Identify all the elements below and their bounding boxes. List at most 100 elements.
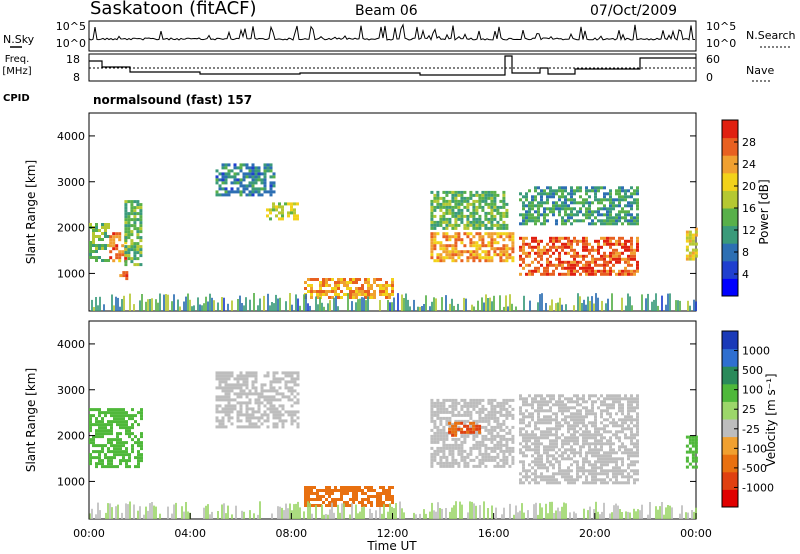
heatmap-cell <box>636 448 639 452</box>
heatmap-cell <box>522 460 525 464</box>
heatmap-cell <box>442 404 446 408</box>
heatmap-cell <box>496 253 500 257</box>
heatmap-cell <box>585 454 588 458</box>
heatmap-cell <box>481 407 485 411</box>
heatmap-cell <box>609 207 612 211</box>
heatmap-cell <box>215 190 219 194</box>
heatmap-cell <box>370 293 373 296</box>
ground-scatter-cell <box>575 513 577 519</box>
heatmap-cell <box>239 389 243 393</box>
heatmap-cell <box>346 281 349 284</box>
heatmap-cell <box>272 377 276 381</box>
colorbar-tick-label: 25 <box>742 403 756 416</box>
heatmap-cell <box>549 463 552 467</box>
heatmap-cell <box>445 419 449 423</box>
ground-scatter-cell <box>289 503 291 519</box>
heatmap-cell <box>579 466 582 470</box>
heatmap-cell <box>621 186 624 190</box>
heatmap-cell <box>442 428 446 432</box>
heatmap-cell <box>260 413 264 417</box>
heatmap-cell <box>484 199 488 203</box>
heatmap-cell <box>112 238 116 242</box>
heatmap-cell <box>600 469 603 473</box>
heatmap-cell <box>472 199 476 203</box>
heatmap-cell <box>609 448 612 452</box>
heatmap-cell <box>627 481 630 485</box>
heatmap-cell <box>254 416 258 420</box>
heatmap-cell <box>136 212 140 216</box>
ground-scatter-cell <box>695 301 697 311</box>
heatmap-cell <box>281 211 284 215</box>
heatmap-cell <box>130 218 134 222</box>
heatmap-cell <box>609 403 612 407</box>
heatmap-cell <box>133 242 137 246</box>
heatmap-cell <box>534 451 537 455</box>
heatmap-cell <box>502 407 506 411</box>
heatmap-cell <box>499 440 503 444</box>
heatmap-cell <box>555 412 558 416</box>
heatmap-cell <box>694 465 698 469</box>
heatmap-cell <box>579 397 582 401</box>
heatmap-cell <box>555 204 558 208</box>
ground-scatter-cell <box>121 512 123 519</box>
heatmap-cell <box>603 403 606 407</box>
heatmap-cell <box>624 445 627 449</box>
heatmap-cell <box>484 449 488 453</box>
heatmap-cell <box>475 424 479 428</box>
heatmap-cell <box>621 463 624 467</box>
heatmap-cell <box>260 178 264 182</box>
heatmap-cell <box>130 212 134 216</box>
heatmap-cell <box>481 244 485 248</box>
heatmap-cell <box>511 413 515 417</box>
heatmap-cell <box>475 455 479 459</box>
heatmap-cell <box>433 404 437 408</box>
heatmap-cell <box>603 427 606 431</box>
heatmap-cell <box>552 394 555 398</box>
ground-scatter-cell <box>179 306 181 311</box>
heatmap-cell <box>490 205 494 209</box>
ground-scatter-cell <box>387 300 389 311</box>
heatmap-cell <box>98 244 101 247</box>
heatmap-cell <box>454 253 458 257</box>
heatmap-cell <box>543 415 546 419</box>
heatmap-cell <box>257 172 261 176</box>
heatmap-cell <box>627 415 630 419</box>
heatmap-cell <box>460 446 464 450</box>
heatmap-cell <box>475 446 479 450</box>
heatmap-cell <box>391 287 394 290</box>
heatmap-cell <box>430 428 434 432</box>
ground-scatter-cell <box>577 293 579 311</box>
heatmap-cell <box>493 398 497 402</box>
heatmap-cell <box>133 218 137 222</box>
heatmap-cell <box>564 472 567 476</box>
heatmap-cell <box>594 186 597 190</box>
heatmap-cell <box>502 226 506 230</box>
heatmap-cell <box>591 481 594 485</box>
heatmap-cell <box>364 290 367 293</box>
heatmap-cell <box>481 190 485 194</box>
heatmap-cell <box>573 236 576 240</box>
heatmap-cell <box>263 181 267 185</box>
heatmap-cell <box>561 406 564 410</box>
heatmap-cell <box>585 451 588 455</box>
heatmap-cell <box>472 244 476 248</box>
heatmap-cell <box>89 417 92 421</box>
heatmap-cell <box>361 498 364 501</box>
ground-scatter-cell <box>321 504 323 519</box>
heatmap-cell <box>233 163 237 167</box>
heatmap-cell <box>457 199 461 203</box>
heatmap-cell <box>502 214 506 218</box>
heatmap-cell <box>537 251 540 255</box>
heatmap-cell <box>636 460 639 464</box>
heatmap-cell <box>496 434 500 438</box>
heatmap-cell <box>633 460 636 464</box>
heatmap-cell <box>627 248 630 252</box>
heatmap-cell <box>454 433 458 437</box>
heatmap-cell <box>618 213 621 217</box>
heatmap-cell <box>457 464 461 468</box>
heatmap-cell <box>624 204 627 208</box>
heatmap-cell <box>92 441 95 445</box>
heatmap-cell <box>469 458 473 462</box>
heatmap-cell <box>555 436 558 440</box>
heatmap-cell <box>582 394 585 398</box>
